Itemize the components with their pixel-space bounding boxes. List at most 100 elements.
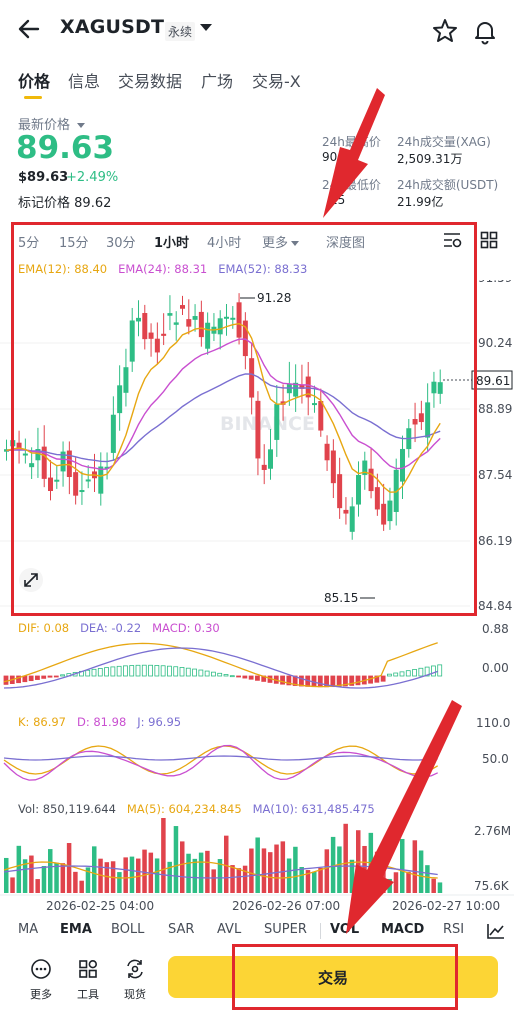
macd-bar — [424, 666, 430, 677]
kdj-k: K: 86.97 — [18, 715, 66, 729]
indicator-super[interactable]: SUPER — [264, 922, 307, 937]
volume-chart[interactable]: 2.76M 75.6K 2026-02-25 04:00 2026-02-26 … — [0, 818, 514, 916]
candle-body — [60, 451, 66, 472]
spot-button[interactable]: 现货 — [117, 958, 153, 1002]
volume-quote-label: 24h成交额(USDT) — [397, 178, 499, 192]
interval-1h[interactable]: 1小时 — [154, 236, 190, 251]
more-button[interactable]: 更多 — [23, 958, 59, 1002]
volume-base-label: 24h成交量(XAG) — [397, 135, 491, 149]
candle-body — [117, 385, 123, 414]
tab-info[interactable]: 信息 — [68, 72, 101, 91]
star-icon[interactable] — [430, 16, 460, 46]
indicator-boll[interactable]: BOLL — [111, 922, 145, 937]
volume-bar — [211, 869, 216, 893]
interval-4h[interactable]: 4小时 — [207, 236, 242, 251]
candle-body — [54, 479, 60, 482]
tab-price[interactable]: 价格 — [18, 72, 51, 91]
volume-bar — [22, 859, 28, 893]
candle-body — [186, 319, 192, 327]
volume-bar — [92, 846, 97, 893]
symbol-title[interactable]: XAGUSDT — [60, 16, 165, 38]
grid-layout-icon[interactable] — [480, 231, 498, 249]
tools-button[interactable]: 工具 — [70, 958, 106, 1002]
vol-axis-bottom: 75.6K — [474, 879, 510, 893]
indicator-ema[interactable]: EMA — [60, 922, 92, 937]
indicator-settings-icon[interactable] — [486, 922, 506, 940]
macd-bar — [41, 675, 47, 679]
more-dots-icon — [31, 959, 51, 979]
macd-bar — [299, 675, 304, 687]
macd-bar — [217, 672, 223, 677]
low-24h-value: 15 — [330, 193, 346, 207]
tab-trading-data[interactable]: 交易数据 — [118, 72, 183, 91]
indicator-vol[interactable]: VOL — [330, 922, 360, 937]
macd-bar — [3, 675, 9, 685]
macd-bar — [104, 667, 109, 677]
interval-more[interactable]: 更多 — [262, 232, 300, 251]
macd-bar — [173, 666, 179, 677]
macd-bar — [418, 667, 424, 677]
kdj-chart[interactable]: 110.0 50.0 — [0, 712, 514, 800]
candle-body — [41, 446, 47, 479]
candle-body — [337, 474, 343, 509]
candle-body — [123, 367, 129, 393]
macd-bar — [110, 666, 116, 677]
volume-bar — [205, 850, 210, 893]
interval-5m[interactable]: 5分 — [18, 236, 40, 251]
indicator-avl[interactable]: AVL — [217, 922, 242, 937]
indicator-sar[interactable]: SAR — [168, 922, 195, 937]
macd-axis-zero: 0.00 — [482, 661, 509, 675]
expand-icon[interactable] — [19, 568, 43, 592]
macd-bar — [129, 665, 135, 677]
price-axis-label: 84.84 — [478, 599, 512, 613]
candlestick-chart[interactable]: BINANCE 91.28 85.15 91.59 90.24 88.89 87.54… — [0, 280, 514, 620]
tab-square[interactable]: 广场 — [201, 72, 234, 91]
bell-icon[interactable] — [470, 16, 500, 46]
candle-body — [242, 320, 248, 357]
volume-base-value: 2,509.31万 — [397, 152, 463, 166]
trade-button[interactable]: 交易 — [168, 956, 498, 998]
ema52-legend: EMA(52): 88.33 — [218, 262, 308, 276]
macd-bar — [135, 664, 141, 677]
volume-bar — [104, 862, 110, 893]
volume-bar — [35, 879, 40, 893]
candle-body — [425, 402, 431, 438]
time-label-3: 2026-02-27 10:00 — [392, 899, 500, 913]
indicator-rsi[interactable]: RSI — [443, 922, 465, 937]
chevron-down-icon[interactable] — [200, 24, 212, 31]
macd-bar — [91, 668, 97, 677]
candle-body — [79, 490, 85, 493]
interval-30m[interactable]: 30分 — [106, 236, 136, 251]
tab-trade-x[interactable]: 交易-X — [252, 72, 301, 91]
macd-bar — [160, 665, 166, 677]
candle-body — [224, 316, 229, 319]
interval-15m[interactable]: 15分 — [59, 236, 89, 251]
macd-bar — [85, 669, 91, 677]
macd-bar — [349, 675, 355, 686]
candle-body — [230, 317, 236, 320]
volume-bar — [312, 871, 317, 893]
volume-bar — [48, 849, 53, 893]
interval-depth-chart[interactable]: 深度图 — [326, 236, 366, 251]
volume-bar — [217, 859, 223, 893]
candle-body — [249, 358, 255, 398]
indicator-ma[interactable]: MA — [18, 922, 39, 937]
volume-bar — [400, 838, 405, 893]
macd-bar — [343, 675, 348, 687]
tools-label: 工具 — [77, 988, 99, 1001]
chart-settings-icon[interactable] — [442, 231, 462, 249]
volume-bar — [117, 872, 122, 893]
indicator-macd[interactable]: MACD — [381, 922, 425, 937]
macd-chart[interactable]: 0.88 0.00 — [0, 620, 514, 712]
latest-price-label[interactable]: 最新价格 — [18, 114, 86, 133]
volume-bar — [10, 877, 15, 893]
spot-label: 现货 — [124, 988, 146, 1001]
candle-body — [142, 313, 148, 340]
kdj-axis-mid: 50.0 — [482, 752, 509, 766]
back-arrow-icon[interactable] — [14, 14, 44, 44]
candle-body — [73, 472, 79, 496]
macd-bar — [355, 675, 361, 686]
candle-body — [368, 468, 374, 492]
macd-dif: DIF: 0.08 — [18, 621, 70, 635]
ema12-legend: EMA(12): 88.40 — [18, 262, 108, 276]
